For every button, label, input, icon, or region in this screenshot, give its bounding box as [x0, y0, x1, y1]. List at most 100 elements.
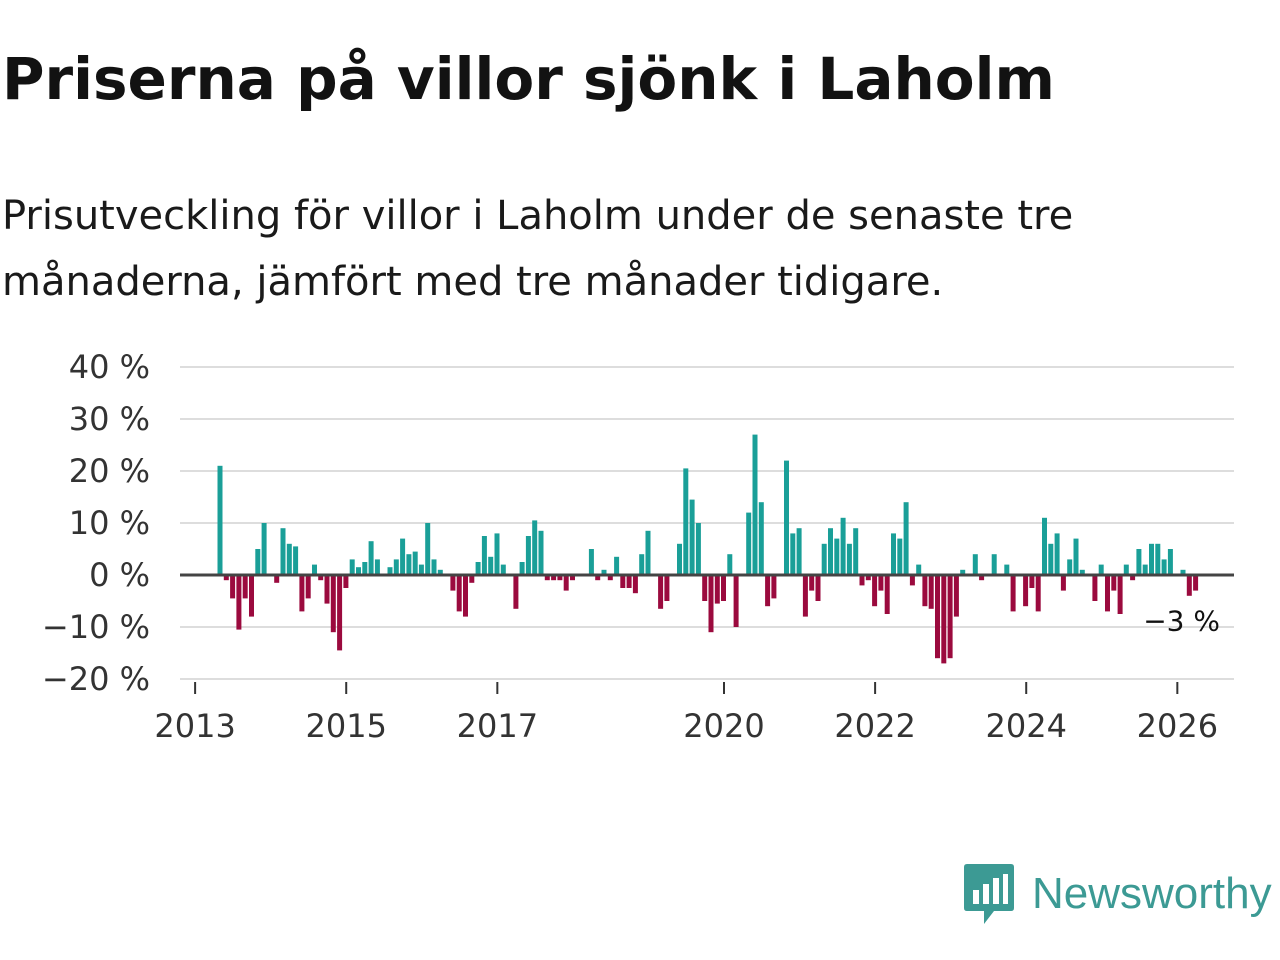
bar [909, 575, 915, 586]
bar [595, 575, 601, 581]
bar [677, 543, 682, 575]
bar [828, 528, 833, 575]
chart-title: Priserna på villor sjönk i Laholm [2, 45, 1055, 113]
chart-subtitle: Prisutveckling för villor i Laholm under… [2, 193, 1074, 305]
bar [695, 523, 701, 575]
bar [821, 543, 827, 575]
bar [802, 575, 808, 617]
bar [293, 546, 299, 575]
bar [1010, 575, 1016, 612]
bar [645, 530, 651, 575]
bar [953, 575, 959, 617]
bar [1130, 575, 1136, 581]
bar [513, 575, 519, 609]
bar [431, 559, 437, 575]
bar [570, 575, 575, 581]
bar [872, 575, 878, 607]
bar [928, 575, 934, 609]
bar [255, 549, 261, 575]
bar [721, 575, 726, 601]
bar [840, 517, 846, 575]
bar [343, 575, 349, 588]
bar [1155, 543, 1161, 575]
bar [299, 575, 305, 612]
bar [418, 564, 424, 575]
bar [1004, 564, 1010, 575]
bar [733, 575, 739, 627]
bar [1167, 549, 1173, 575]
bar [1067, 559, 1073, 575]
bar [437, 569, 443, 575]
x-tick-label: 2022 [834, 707, 915, 740]
bar-layer [217, 434, 1199, 664]
bar [941, 575, 947, 664]
bar [249, 575, 254, 617]
x-tick-label: 2024 [986, 707, 1067, 740]
bar [230, 575, 236, 599]
bar [519, 562, 525, 575]
bar [588, 549, 594, 575]
bar [324, 575, 330, 604]
bar [878, 575, 884, 591]
bar [916, 564, 922, 575]
bar [752, 434, 758, 575]
bar [374, 559, 380, 575]
bar [1079, 569, 1085, 575]
bar [632, 575, 638, 594]
bar [607, 575, 613, 581]
bar [450, 575, 456, 591]
bar [884, 575, 890, 614]
bar [620, 575, 626, 588]
bar [368, 541, 374, 575]
x-axis-ticks: 2013 2015 2017 2020 2022 2024 2026 [154, 682, 1218, 740]
bar [865, 575, 871, 581]
x-tick-label: 2026 [1137, 707, 1218, 740]
bar [626, 575, 632, 588]
bar [809, 575, 815, 591]
bar [356, 567, 361, 575]
bar [500, 564, 506, 575]
bar [400, 538, 406, 575]
x-tick-label: 2015 [306, 707, 387, 740]
bar [683, 468, 689, 575]
bar [481, 536, 487, 575]
y-tick-label: −10 % [42, 608, 150, 646]
bar [463, 575, 468, 617]
bar [412, 551, 418, 575]
bar [790, 533, 796, 575]
bar [846, 543, 852, 575]
bar [330, 575, 336, 633]
bar [217, 465, 223, 575]
bar [658, 575, 664, 609]
bar [664, 575, 670, 601]
bar [1023, 575, 1029, 607]
bar [349, 559, 355, 575]
bar [1048, 543, 1054, 575]
bar [551, 575, 557, 581]
bar [274, 575, 280, 583]
bar [387, 567, 393, 575]
bar-chart: 40 %30 %20 %10 %0 %−10 %−20 % 2013 2015 20… [42, 348, 1234, 740]
bar [1123, 564, 1129, 575]
bar [261, 523, 267, 575]
bar [815, 575, 821, 601]
bar [746, 512, 752, 575]
bar [406, 554, 412, 575]
bar [532, 520, 538, 575]
bar [286, 543, 292, 575]
bar [337, 575, 343, 651]
bar [538, 530, 544, 575]
bar [991, 554, 997, 575]
bar [393, 559, 399, 575]
bar [1142, 564, 1148, 575]
newsworthy-logo: Newsworthy [964, 864, 1272, 924]
bar [425, 523, 431, 575]
bar [614, 556, 620, 575]
bar [853, 528, 859, 575]
bar [727, 554, 733, 575]
bar [456, 575, 462, 612]
bar [557, 575, 563, 581]
bar [469, 575, 475, 583]
bar [280, 528, 286, 575]
bar [223, 575, 229, 581]
